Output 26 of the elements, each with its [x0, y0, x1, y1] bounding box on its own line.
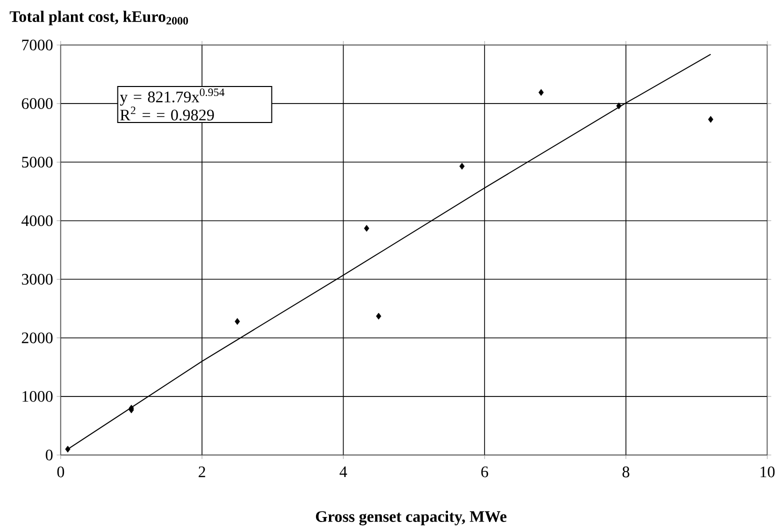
point [708, 116, 714, 123]
point [376, 312, 382, 320]
point [459, 162, 465, 170]
point [65, 446, 70, 453]
x-axis-title: Gross genset capacity, MWe [316, 510, 506, 526]
y-tick-label: 0 [46, 450, 53, 460]
x-tick-label: 8 [622, 466, 630, 478]
x-tick-label: 4 [340, 466, 348, 478]
y-tick-label: 7000 [22, 40, 53, 50]
annotation: y = 821.79x$^{0.954}$ [120, 88, 224, 106]
point [616, 102, 622, 110]
x-tick-label: 0 [57, 466, 64, 478]
x-tick-label: 6 [481, 466, 488, 478]
y-tick-label: 3000 [22, 274, 53, 285]
y-tick-label: 6000 [22, 98, 53, 109]
annotation: R$^{2}$ = = 0.9829 [120, 106, 214, 121]
y-tick-label: 5000 [22, 156, 53, 168]
x-tick-label: 10 [760, 466, 775, 478]
point [364, 224, 370, 232]
point [538, 89, 544, 96]
y-tick-label: 4000 [21, 215, 53, 226]
point [234, 318, 240, 325]
y-tick-label: 1000 [22, 391, 53, 402]
chart-title: Total plant cost, kEuro$_{2000}$ [10, 10, 188, 26]
x-tick-label: 2 [198, 466, 206, 478]
y-tick-label: 2000 [22, 332, 53, 344]
